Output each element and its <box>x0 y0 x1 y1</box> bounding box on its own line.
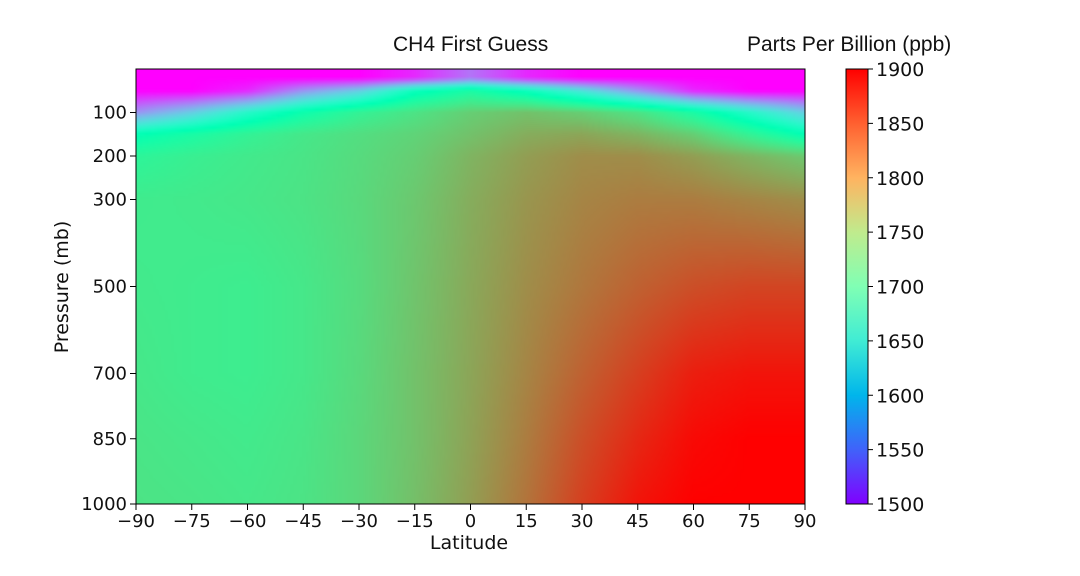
x-tick-label: 30 <box>571 511 594 532</box>
x-tick-label: 0 <box>465 511 476 532</box>
colorbar-tick-label: 1900 <box>876 59 924 81</box>
y-tick-label: 300 <box>93 190 127 211</box>
colorbar-tick-label: 1850 <box>876 113 924 135</box>
x-tick-label: −30 <box>340 511 378 532</box>
x-tick-label: −75 <box>173 511 211 532</box>
colorbar: 1900 1850 1800 1750 1700 1650 1600 1550 1500 <box>845 59 924 516</box>
x-axis: −90 −75 −60 −45 −30 −15 0 15 30 45 60 75 90 <box>117 504 816 532</box>
y-axis: 100 200 300 500 700 850 1000 <box>81 103 136 515</box>
x-tick-label: −90 <box>117 511 155 532</box>
y-tick-label: 100 <box>93 103 127 124</box>
y-tick-label: 200 <box>93 146 127 167</box>
y-tick-label: 850 <box>93 429 127 450</box>
y-tick-label: 1000 <box>81 494 127 515</box>
x-tick-label: 75 <box>738 511 761 532</box>
x-tick-label: 15 <box>515 511 538 532</box>
y-tick-label: 500 <box>93 277 127 298</box>
x-tick-label: −60 <box>229 511 267 532</box>
colorbar-tick-label: 1700 <box>876 277 924 299</box>
colorbar-title: Parts Per Billion (ppb) <box>747 33 952 56</box>
colorbar-tick-label: 1600 <box>876 385 924 407</box>
y-tick-label: 700 <box>93 364 127 385</box>
heatmap-area <box>135 68 806 505</box>
x-tick-label: −15 <box>396 511 434 532</box>
x-tick-label: 90 <box>794 511 817 532</box>
x-tick-label: −45 <box>284 511 322 532</box>
colorbar-tick-label: 1650 <box>876 331 924 353</box>
colorbar-tick-label: 1550 <box>876 440 924 462</box>
x-tick-label: 60 <box>682 511 705 532</box>
colorbar-tick-label: 1750 <box>876 222 924 244</box>
colorbar-ticks: 1900 1850 1800 1750 1700 1650 1600 1550 1500 <box>868 59 924 516</box>
heatmap-image <box>136 69 805 504</box>
x-axis-label: Latitude <box>430 532 508 554</box>
colorbar-gradient <box>845 68 869 505</box>
colorbar-tick-label: 1800 <box>876 168 924 190</box>
colorbar-tick-label: 1500 <box>876 494 924 516</box>
chart-title: CH4 First Guess <box>393 33 549 56</box>
x-tick-label: 45 <box>626 511 649 532</box>
y-axis-label: Pressure (mb) <box>51 221 73 354</box>
